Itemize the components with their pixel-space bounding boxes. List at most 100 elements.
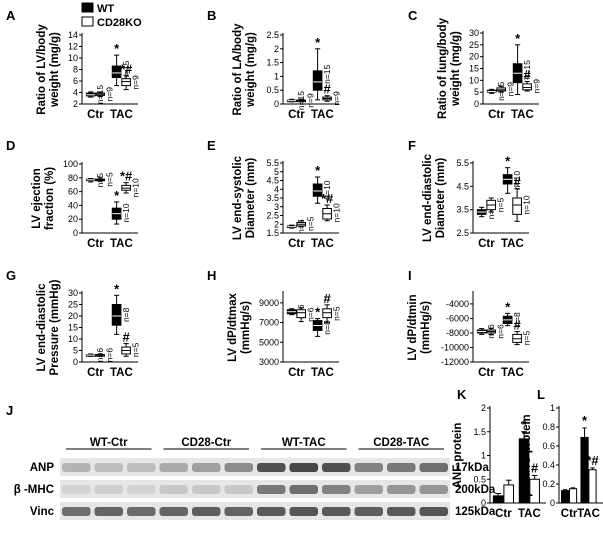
bar [588, 469, 597, 504]
blot-band [62, 463, 91, 472]
blot-band [419, 485, 448, 494]
blot-band [127, 463, 156, 472]
blot-band [62, 485, 91, 494]
y-axis-label: LV end-diastolicDiameter (mm) [422, 153, 447, 242]
panel-letter: I [408, 268, 412, 283]
blot-band [387, 485, 416, 494]
y-tick-label: 100 [63, 159, 78, 169]
n-label: n=9 [306, 93, 316, 108]
blot-band [94, 485, 123, 494]
panel-e: E 1.522.533.544.555.5 LV end-systolicDiame… [207, 138, 341, 250]
blot-group-label: CD28-Ctr [181, 437, 231, 449]
significance-mark: # [122, 330, 130, 345]
significance-mark: * [522, 417, 528, 432]
blot-band [322, 507, 351, 516]
y-axis-label-line: LV end-diastolic [422, 153, 434, 242]
y-tick-label: 6 [73, 76, 78, 86]
x-tick-label: TAC [501, 238, 524, 250]
blot-strip [60, 502, 450, 520]
n-label: n=9 [105, 87, 115, 102]
x-tick-label: TAC [501, 367, 524, 379]
n-label: n=15 [121, 61, 131, 80]
x-tick-label: TAC [511, 109, 534, 121]
bar [561, 490, 570, 504]
y-tick-label: 5 [274, 167, 279, 177]
significance-mark: # [513, 175, 521, 190]
blot-band [159, 507, 188, 516]
y-tick-label: 3 [274, 202, 279, 212]
y-tick-label: 10 [68, 53, 78, 63]
x-tick-label: Ctr [87, 109, 104, 121]
box [312, 70, 323, 91]
y-tick-label: -12000 [441, 357, 469, 367]
box [121, 78, 131, 87]
blot-band [62, 507, 91, 516]
y-tick-label: 0.6 [542, 441, 555, 451]
y-axis-label-line: Ratio of LV/body [36, 24, 48, 115]
panel-b: B 0 0.5 1 1.5 2 2.5 Ratio of LA/bodyweight (mg/… [207, 8, 341, 121]
n-label: n=10 [322, 180, 332, 199]
significance-mark: # [523, 68, 531, 83]
y-tick-label: 20 [68, 311, 78, 321]
panel-letter: D [6, 138, 15, 153]
significance-mark: * [114, 188, 120, 203]
y-tick-label: 2 [481, 403, 486, 413]
n-label: n=5 [496, 198, 506, 213]
y-tick-label: 4.5 [456, 181, 469, 191]
panel-f: F 2.5 3.5 4.5 5.5 LV end-diastolicDiameter (m… [408, 138, 531, 250]
x-tick-label: Ctr [288, 238, 305, 250]
box [111, 304, 122, 326]
n-label: n=9 [331, 91, 341, 106]
significance-mark: * [315, 163, 321, 178]
n-label: n=5 [130, 342, 140, 357]
x-tick-label: Ctr [495, 508, 512, 520]
y-tick-label: 5 [73, 346, 78, 356]
n-label: n=6 [496, 324, 506, 339]
x-tick-label: TAC [311, 109, 334, 121]
x-tick-label: TAC [518, 508, 541, 520]
y-tick-label: 0 [474, 99, 479, 109]
y-tick-label: 7000 [259, 318, 279, 328]
y-tick-label: 0.4 [542, 460, 555, 470]
blot-strip [60, 458, 450, 476]
blot-band [354, 463, 383, 472]
panel-d: D 0 20 40 60 80 100 LV ejectionfraction (%) Ctr T… [6, 138, 140, 250]
y-tick-label: 8 [73, 65, 78, 75]
n-label: n=10 [121, 203, 131, 222]
x-tick-label: TAC [110, 109, 133, 121]
box [522, 83, 532, 91]
blot-size-label: 125kDa [455, 506, 496, 518]
y-tick-label: 0 [274, 99, 279, 109]
y-tick-label: 30 [68, 288, 78, 298]
y-axis-label: Ratio of LV/bodyweight (mg/g) [36, 24, 61, 115]
n-label: n=9 [130, 75, 140, 90]
y-axis-label: Ratio of lung/bodyweight (mg/g) [437, 17, 462, 119]
y-tick-label: 0.2 [542, 479, 555, 489]
legend-swatch-ko [81, 16, 94, 27]
y-tick-label: 40 [68, 200, 78, 210]
significance-mark: *# [586, 453, 599, 468]
y-axis-label-line: ANF protein [452, 423, 464, 489]
panel-letter: B [207, 8, 216, 23]
n-label: n=10 [521, 195, 531, 214]
legend: WT CD28KO [81, 2, 142, 29]
western-blot: J WT-Ctr CD28-Ctr WT-TAC CD28-TAC ANP 17kDa β -… [6, 403, 496, 520]
y-axis-label-line: weight (mg/g) [450, 31, 462, 107]
y-tick-label: 5 [474, 87, 479, 97]
n-label: n=8 [121, 307, 131, 322]
significance-mark: * [114, 41, 120, 56]
y-tick-label: 0 [550, 498, 555, 508]
significance-mark: *# [321, 191, 334, 206]
x-tick-label: Ctr [288, 109, 305, 121]
y-axis-label-line: LV end-systolic [232, 155, 244, 240]
blot-band [192, 463, 221, 472]
x-tick-label: TAC [110, 238, 133, 250]
box [312, 183, 323, 197]
blot-group-label: WT-Ctr [90, 437, 128, 449]
x-tick-label: TAC [110, 367, 133, 379]
y-axis-label: ANF protein [452, 423, 464, 489]
y-axis-label-line: (mmHg/s) [240, 301, 252, 354]
significance-mark: * [505, 154, 511, 169]
